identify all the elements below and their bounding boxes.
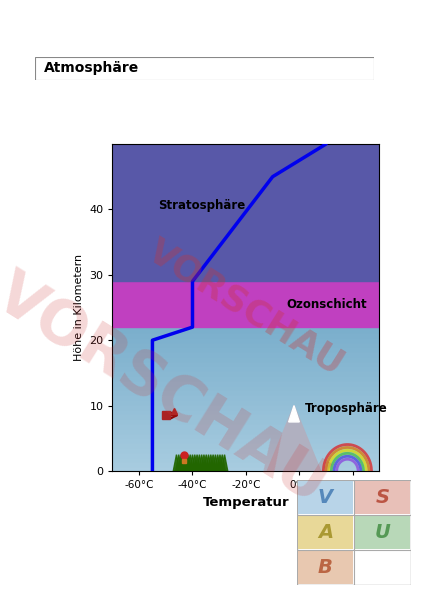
Polygon shape [189,455,196,471]
Polygon shape [212,455,219,471]
Bar [112,404,379,409]
Polygon shape [176,455,182,471]
Bar [112,428,379,433]
Text: VORSCHAU: VORSCHAU [0,264,338,516]
Polygon shape [182,455,189,471]
Text: U: U [375,523,391,542]
Polygon shape [196,455,203,471]
Polygon shape [203,455,209,471]
Bar [112,380,379,385]
Text: A: A [318,523,333,542]
Polygon shape [173,455,180,471]
Bar [355,481,410,514]
Bar [112,442,379,447]
Bar [112,399,379,404]
Polygon shape [178,455,184,471]
Text: Ozonschicht: Ozonschicht [286,298,367,311]
Bar [298,481,353,514]
Bar [112,457,379,461]
Polygon shape [180,455,187,471]
Bar [112,394,379,399]
Bar [112,346,379,351]
Bar [112,144,379,281]
Bar [112,437,379,442]
Y-axis label: Höhe in Kilometern: Höhe in Kilometern [74,254,84,361]
Text: S: S [376,488,390,507]
Bar [112,413,379,418]
Bar [112,281,379,327]
Polygon shape [194,455,200,471]
Bar [112,341,379,346]
Polygon shape [187,455,193,471]
Bar [112,385,379,389]
Bar [112,447,379,452]
X-axis label: Temperatur: Temperatur [203,496,289,509]
Bar [112,365,379,370]
Bar [298,551,353,584]
Polygon shape [208,455,214,471]
Bar [112,461,379,466]
Bar [298,516,353,550]
Polygon shape [215,455,221,471]
Bar [112,332,379,337]
Bar [112,370,379,375]
Bar [112,423,379,428]
Bar [112,389,379,394]
Text: VORSCHAU: VORSCHAU [142,233,350,382]
Bar [112,409,379,413]
Bar [112,418,379,423]
Bar [112,356,379,361]
Bar [112,361,379,365]
Polygon shape [289,406,299,422]
Bar [112,375,379,380]
Polygon shape [201,455,207,471]
Bar [112,452,379,457]
Text: V: V [318,488,333,507]
Bar [112,351,379,356]
Text: Atmosphäre: Atmosphäre [44,61,139,76]
Bar [112,327,379,332]
Text: Stratosphäre: Stratosphäre [158,199,245,212]
Polygon shape [267,406,321,471]
Bar [112,433,379,437]
Polygon shape [198,455,205,471]
Polygon shape [192,455,198,471]
Bar [112,466,379,471]
Polygon shape [217,455,223,471]
Polygon shape [185,455,191,471]
Text: B: B [318,558,333,577]
Polygon shape [205,455,212,471]
Polygon shape [221,455,228,471]
Polygon shape [219,455,226,471]
Bar [112,337,379,341]
Text: Troposphäre: Troposphäre [305,402,388,415]
Bar [355,516,410,550]
Polygon shape [210,455,216,471]
